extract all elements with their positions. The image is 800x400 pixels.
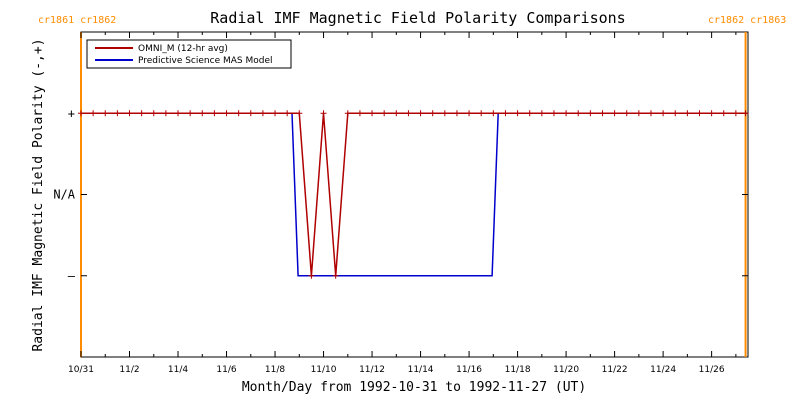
series-marker-0 bbox=[114, 110, 121, 117]
x-tick-label: 11/2 bbox=[119, 365, 139, 375]
series-marker-0 bbox=[672, 110, 679, 117]
series-marker-0 bbox=[478, 110, 485, 117]
series-marker-0 bbox=[150, 110, 157, 117]
series-marker-0 bbox=[78, 110, 84, 117]
series-marker-0 bbox=[187, 110, 194, 117]
series-marker-0 bbox=[332, 272, 339, 279]
series-marker-0 bbox=[526, 110, 533, 117]
x-tick-label: 11/24 bbox=[650, 365, 676, 375]
series-marker-0 bbox=[660, 110, 667, 117]
series-marker-0 bbox=[393, 110, 400, 117]
series-marker-0 bbox=[466, 110, 473, 117]
x-tick-label: 11/6 bbox=[216, 365, 236, 375]
legend-label-omni: OMNI_M (12-hr avg) bbox=[138, 44, 228, 54]
cr-label-right: cr1862 cr1863 bbox=[708, 15, 786, 26]
plot-frame bbox=[80, 31, 749, 358]
x-tick-label: 11/22 bbox=[602, 365, 628, 375]
x-tick-label: 11/20 bbox=[553, 365, 579, 375]
series-marker-0 bbox=[490, 110, 497, 117]
series-marker-0 bbox=[684, 110, 691, 117]
series-marker-0 bbox=[587, 110, 594, 117]
series-marker-0 bbox=[429, 110, 436, 117]
y-axis-label: Radial IMF Magnetic Field Polarity (-,+) bbox=[31, 38, 46, 351]
x-tick-label: 11/4 bbox=[168, 365, 188, 375]
series-marker-0 bbox=[538, 110, 545, 117]
series-marker-0 bbox=[296, 110, 303, 117]
series-marker-0 bbox=[647, 110, 654, 117]
x-axis: 10/31 11/2 11/4 11/6 11/8 11/10 11/12 11/14 11/1… bbox=[68, 32, 737, 375]
series-marker-0 bbox=[514, 110, 521, 117]
x-tick-label: 11/16 bbox=[456, 365, 482, 375]
y-tick-label: N/A bbox=[53, 188, 75, 202]
series-marker-0 bbox=[453, 110, 460, 117]
series-marker-0 bbox=[369, 110, 376, 117]
series-marker-0 bbox=[90, 110, 97, 117]
series-marker-0 bbox=[732, 110, 739, 117]
series-marker-0 bbox=[623, 110, 630, 117]
series-marker-0 bbox=[102, 110, 109, 117]
series-marker-0 bbox=[405, 110, 412, 117]
x-axis-label: Month/Day from 1992-10-31 to 1992-11-27 … bbox=[242, 380, 586, 395]
x-tick-label: 11/8 bbox=[265, 365, 285, 375]
series-marker-0 bbox=[356, 110, 363, 117]
x-tick-label: 11/12 bbox=[359, 365, 385, 375]
series-marker-0 bbox=[162, 110, 169, 117]
series-marker-0 bbox=[611, 110, 618, 117]
series-marker-0 bbox=[126, 110, 133, 117]
series-line-1 bbox=[81, 112, 746, 277]
series-marker-0 bbox=[284, 110, 291, 117]
series-marker-0 bbox=[417, 110, 424, 117]
x-tick-label: 11/14 bbox=[408, 365, 434, 375]
series-marker-0 bbox=[272, 110, 279, 117]
x-tick-label: 11/10 bbox=[311, 365, 337, 375]
series-marker-0 bbox=[344, 110, 351, 117]
x-tick-label: 11/18 bbox=[505, 365, 531, 375]
x-tick-label: 11/26 bbox=[699, 365, 725, 375]
series-marker-0 bbox=[742, 110, 749, 117]
series-marker-0 bbox=[259, 110, 266, 117]
series-marker-0 bbox=[696, 110, 703, 117]
series-marker-0 bbox=[575, 110, 582, 117]
data-series bbox=[78, 110, 749, 279]
series-line-0 bbox=[81, 112, 746, 276]
cr-label-left: cr1861 cr1862 bbox=[38, 15, 116, 26]
series-marker-0 bbox=[308, 272, 315, 279]
series-marker-0 bbox=[635, 110, 642, 117]
y-axis: + N/A – bbox=[53, 106, 748, 283]
series-marker-0 bbox=[247, 110, 254, 117]
series-marker-0 bbox=[441, 110, 448, 117]
y-tick-label: + bbox=[68, 106, 75, 120]
series-marker-0 bbox=[235, 110, 242, 117]
series-marker-0 bbox=[320, 110, 327, 117]
series-marker-0 bbox=[720, 110, 727, 117]
series-marker-0 bbox=[599, 110, 606, 117]
legend-label-model: Predictive Science MAS Model bbox=[138, 56, 273, 66]
legend: OMNI_M (12-hr avg) Predictive Science MA… bbox=[86, 39, 292, 69]
series-marker-0 bbox=[708, 110, 715, 117]
y-tick-label: – bbox=[68, 269, 76, 283]
x-tick-label: 10/31 bbox=[68, 365, 94, 375]
cr-boundary-lines bbox=[80, 32, 747, 357]
series-marker-0 bbox=[550, 110, 557, 117]
series-marker-0 bbox=[175, 110, 182, 117]
series-marker-0 bbox=[199, 110, 206, 117]
series-marker-0 bbox=[138, 110, 145, 117]
legend-box bbox=[86, 39, 292, 69]
series-marker-0 bbox=[223, 110, 230, 117]
series-marker-0 bbox=[502, 110, 509, 117]
series-marker-0 bbox=[211, 110, 218, 117]
chart-title: Radial IMF Magnetic Field Polarity Compa… bbox=[210, 9, 625, 27]
series-marker-0 bbox=[381, 110, 388, 117]
series-marker-0 bbox=[563, 110, 570, 117]
